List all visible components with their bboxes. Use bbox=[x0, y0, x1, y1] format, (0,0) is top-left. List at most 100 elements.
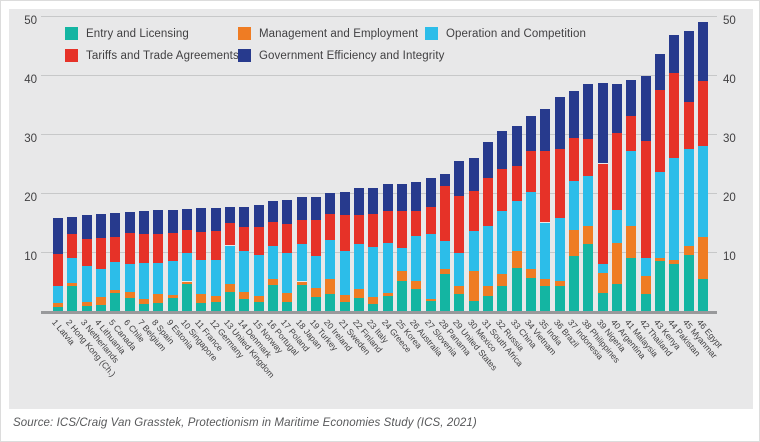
bar-40-entry-segment bbox=[611, 284, 622, 311]
bar-22-management-segment bbox=[353, 288, 364, 299]
bar-19-tariffs-segment bbox=[310, 220, 321, 256]
bar-25-tariffs-segment bbox=[396, 211, 407, 248]
bar-15-management-segment bbox=[253, 296, 264, 303]
legend-label: Tariffs and Trade Agreements bbox=[86, 49, 239, 62]
bar-1-entry-segment bbox=[53, 306, 63, 311]
gridline-50 bbox=[41, 16, 717, 17]
bar-19-government-segment bbox=[310, 196, 321, 221]
bar-43-management-segment bbox=[654, 257, 665, 261]
bar-13-tariffs-segment bbox=[224, 223, 235, 246]
bar-37-tariffs-segment bbox=[568, 137, 579, 182]
bar-10-management-segment bbox=[181, 281, 192, 284]
bar-9-operation-segment bbox=[167, 261, 178, 296]
bar-11-operation-segment bbox=[196, 260, 207, 294]
bar-22-tariffs-segment bbox=[353, 214, 364, 245]
bar-10-entry-segment bbox=[181, 283, 192, 311]
bar-37-operation-segment bbox=[568, 181, 579, 230]
legend-swatch-navy bbox=[238, 49, 251, 62]
bar-45-government-segment bbox=[683, 30, 694, 102]
bar-25-government-segment bbox=[396, 184, 407, 212]
bar-13-government-segment bbox=[224, 207, 235, 224]
bar-24-management-segment bbox=[382, 293, 393, 296]
bar-17-entry-segment bbox=[282, 301, 293, 311]
bar-36-operation-segment bbox=[554, 217, 565, 281]
bar-23-management-segment bbox=[368, 296, 379, 304]
bar-25-operation-segment bbox=[396, 247, 407, 271]
bar-37-management-segment bbox=[568, 229, 579, 257]
bar-17-government-segment bbox=[282, 200, 293, 224]
bar-18-entry-segment bbox=[296, 285, 307, 311]
bar-4-tariffs-segment bbox=[95, 237, 106, 270]
bar-39-management-segment bbox=[597, 272, 608, 294]
bar-35-tariffs-segment bbox=[540, 151, 551, 223]
bar-27-tariffs-segment bbox=[425, 207, 436, 235]
bar-14-tariffs-segment bbox=[239, 226, 250, 252]
bar-5-operation-segment bbox=[110, 262, 121, 290]
bar-20-management-segment bbox=[325, 278, 336, 294]
bar-8-entry-segment bbox=[153, 302, 164, 311]
bar-22-government-segment bbox=[353, 188, 364, 215]
bar-17-tariffs-segment bbox=[282, 223, 293, 254]
source-citation: Source: ICS/Craig Van Grasstek, Protecti… bbox=[13, 417, 477, 429]
legend-label: Government Efficiency and Integrity bbox=[259, 49, 445, 62]
y-tick-right-20: 20 bbox=[723, 192, 736, 204]
bar-12-management-segment bbox=[210, 296, 221, 303]
gridline-30 bbox=[41, 134, 717, 135]
legend-label: Entry and Licensing bbox=[86, 27, 189, 40]
bar-6-operation-segment bbox=[124, 263, 135, 293]
bar-11-tariffs-segment bbox=[196, 231, 207, 261]
bar-35-entry-segment bbox=[540, 286, 551, 311]
bar-4-entry-segment bbox=[95, 305, 106, 311]
bar-20-entry-segment bbox=[325, 293, 336, 311]
bar-41-government-segment bbox=[626, 79, 637, 116]
bar-15-tariffs-segment bbox=[253, 226, 264, 255]
bar-7-government-segment bbox=[138, 210, 149, 235]
bar-24-entry-segment bbox=[382, 295, 393, 311]
bar-26-entry-segment bbox=[411, 289, 422, 311]
gridline-10 bbox=[41, 252, 717, 253]
bar-18-government-segment bbox=[296, 196, 307, 221]
bar-32-government-segment bbox=[497, 131, 508, 170]
bar-35-government-segment bbox=[540, 109, 551, 152]
bar-7-operation-segment bbox=[138, 262, 149, 300]
bar-31-entry-segment bbox=[482, 296, 493, 311]
y-tick-right-40: 40 bbox=[723, 74, 736, 86]
bar-10-operation-segment bbox=[181, 253, 192, 282]
bar-34-operation-segment bbox=[525, 192, 536, 270]
bar-10-government-segment bbox=[181, 208, 192, 230]
bar-41-operation-segment bbox=[626, 151, 637, 227]
y-tick-left-30: 30 bbox=[24, 133, 37, 145]
bar-44-entry-segment bbox=[669, 264, 680, 311]
bar-17-operation-segment bbox=[282, 253, 293, 294]
bar-8-operation-segment bbox=[153, 263, 164, 294]
bar-45-entry-segment bbox=[683, 254, 694, 311]
bar-31-operation-segment bbox=[482, 226, 493, 287]
y-tick-right-30: 30 bbox=[723, 133, 736, 145]
bar-6-government-segment bbox=[124, 211, 135, 233]
bar-12-entry-segment bbox=[210, 302, 221, 311]
bar-33-management-segment bbox=[511, 250, 522, 268]
bar-18-operation-segment bbox=[296, 243, 307, 282]
bar-5-tariffs-segment bbox=[110, 236, 121, 263]
bar-11-government-segment bbox=[196, 208, 207, 232]
bar-22-entry-segment bbox=[353, 298, 364, 311]
legend-item-government-efficiency-and-integrity: Government Efficiency and Integrity bbox=[238, 49, 444, 62]
bar-1-operation-segment bbox=[53, 286, 63, 304]
bar-16-management-segment bbox=[267, 279, 278, 286]
bar-5-entry-segment bbox=[110, 293, 121, 311]
bar-39-tariffs-segment bbox=[597, 163, 608, 264]
bar-30-entry-segment bbox=[468, 300, 479, 311]
bar-40-operation-segment bbox=[611, 209, 622, 243]
bar-11-entry-segment bbox=[196, 302, 207, 311]
bar-39-operation-segment bbox=[597, 263, 608, 273]
bar-11-management-segment bbox=[196, 293, 207, 303]
x-axis-line bbox=[41, 311, 717, 314]
bar-9-tariffs-segment bbox=[167, 233, 178, 262]
bar-32-entry-segment bbox=[497, 286, 508, 311]
bar-28-management-segment bbox=[439, 269, 450, 275]
bar-13-entry-segment bbox=[224, 291, 235, 311]
bar-28-tariffs-segment bbox=[439, 185, 450, 241]
bar-16-tariffs-segment bbox=[267, 221, 278, 246]
bar-41-tariffs-segment bbox=[626, 115, 637, 152]
